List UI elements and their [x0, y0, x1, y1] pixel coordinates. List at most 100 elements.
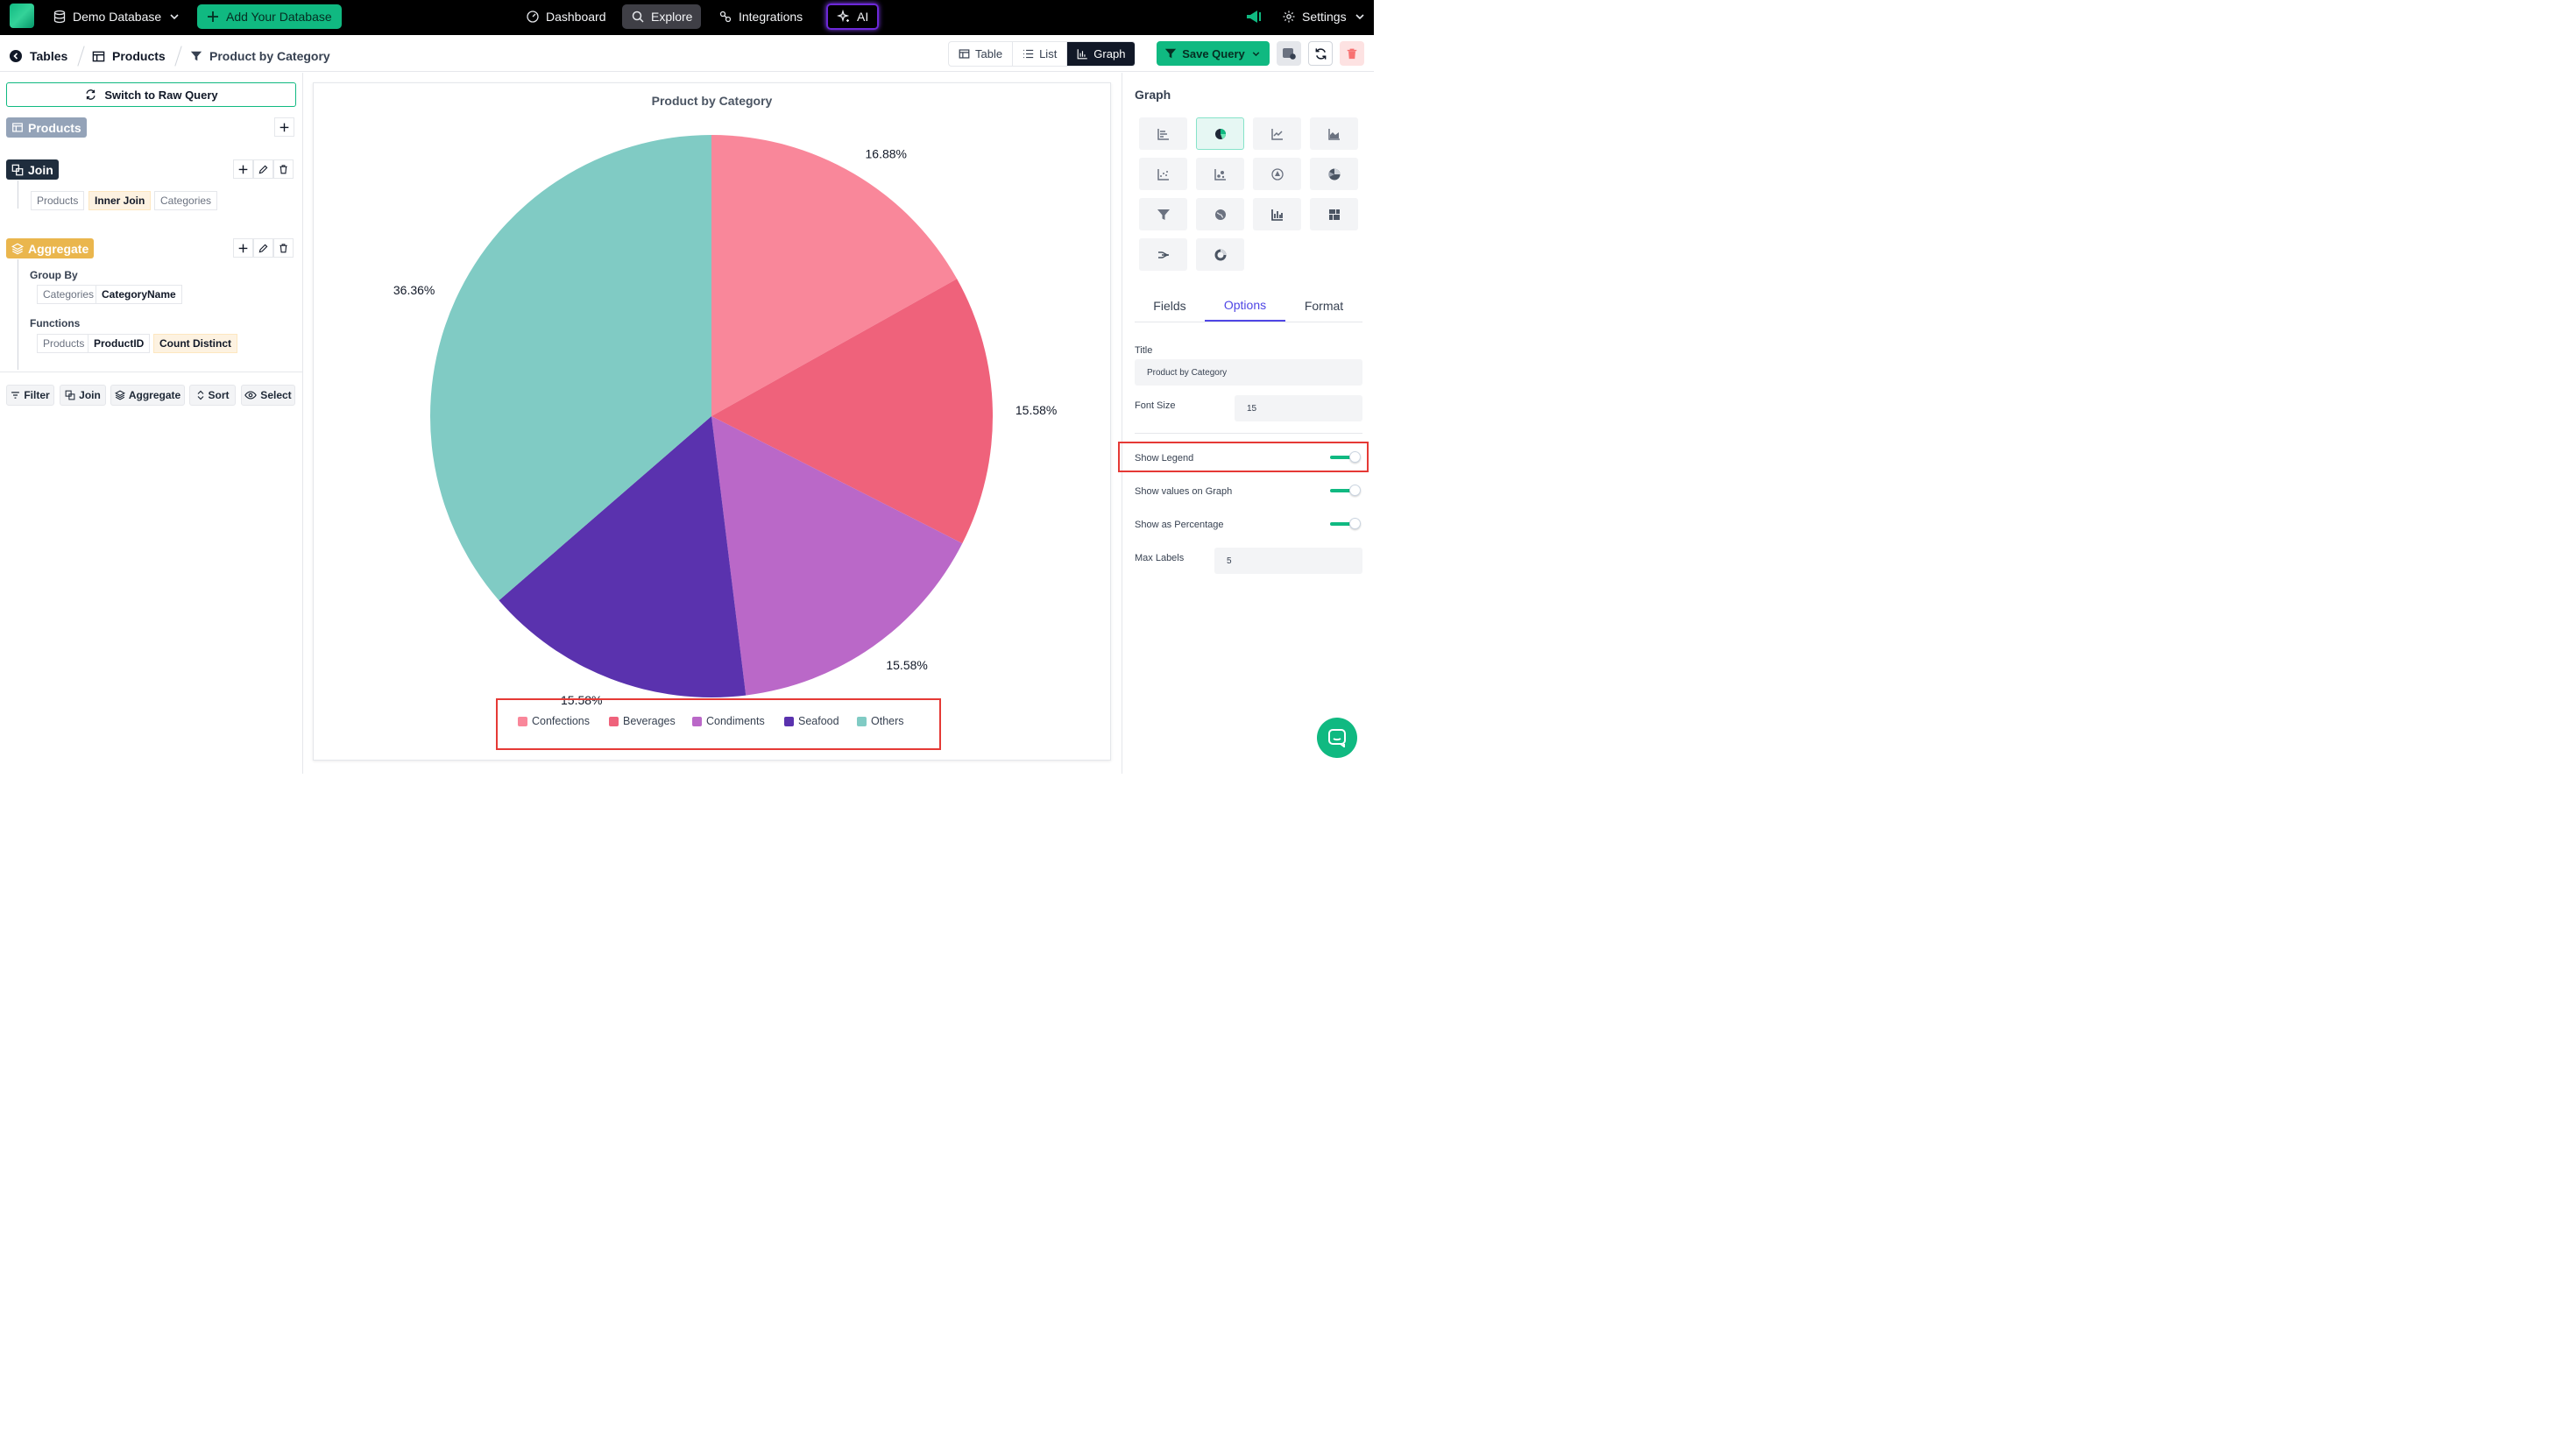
pie-slice-others[interactable] [429, 134, 711, 601]
join-delete-button[interactable] [272, 159, 294, 179]
join-step-tag[interactable]: Join [5, 159, 59, 180]
breadcrumb-tables[interactable]: Tables [9, 46, 67, 67]
source-table-tag[interactable]: Products [5, 117, 87, 138]
add-join-label: Join [79, 388, 101, 401]
nav-dashboard[interactable]: Dashboard [517, 4, 614, 29]
view-table-button[interactable]: Table [949, 41, 1014, 66]
add-step-button[interactable] [273, 117, 294, 137]
aggregate-add-button[interactable] [232, 237, 253, 258]
legend-item-seafood[interactable]: Seafood [783, 715, 839, 727]
graph-type-funnel[interactable] [1138, 197, 1187, 230]
tab-options[interactable]: Options [1204, 290, 1285, 322]
legend-item-condiments[interactable]: Condiments [691, 715, 765, 727]
legend-item-beverages[interactable]: Beverages [608, 715, 676, 727]
graph-type-map[interactable] [1195, 197, 1244, 230]
view-list-button[interactable]: List [1013, 41, 1068, 66]
aggregate-step-label: Aggregate [27, 241, 89, 256]
graph-type-area[interactable] [1309, 117, 1358, 150]
nav-integrations-label: Integrations [738, 9, 803, 24]
view-graph-button[interactable]: Graph [1067, 41, 1136, 66]
delete-query-button[interactable] [1339, 40, 1364, 66]
add-join-button[interactable]: Join [59, 384, 106, 406]
chevron-down-icon [1355, 14, 1364, 20]
graph-type-bar-horizontal[interactable] [1138, 117, 1187, 150]
database-settings-button[interactable] [1276, 40, 1301, 66]
breadcrumb-query: Product by Category [190, 46, 330, 67]
switch-raw-query-button[interactable]: Switch to Raw Query [5, 81, 296, 107]
nav-ai[interactable]: AI [825, 3, 880, 30]
graph-type-bubble[interactable] [1195, 157, 1244, 190]
legend-label: Confections [531, 714, 591, 727]
breadcrumb-products[interactable]: Products [92, 46, 166, 67]
query-builder-panel: Switch to Raw Query Products Join Produc… [0, 72, 303, 774]
join-type[interactable]: Inner Join [88, 190, 152, 210]
join-add-button[interactable] [232, 159, 253, 179]
chat-support-button[interactable] [1316, 717, 1357, 758]
show-percentage-toggle[interactable] [1329, 517, 1362, 530]
font-size-input[interactable]: 15 [1234, 394, 1362, 421]
join-edit-button[interactable] [252, 159, 273, 179]
app-logo[interactable] [9, 3, 34, 28]
bar-vertical-chart-icon [1270, 209, 1283, 221]
title-input[interactable]: Product by Category [1134, 358, 1362, 386]
show-values-toggle[interactable] [1329, 484, 1362, 497]
legend-item-others[interactable]: Others [856, 715, 904, 727]
add-sort-label: Sort [208, 388, 230, 401]
function-table[interactable]: Products [36, 333, 91, 353]
show-legend-toggle[interactable] [1329, 450, 1362, 464]
max-labels-input[interactable]: 5 [1214, 547, 1362, 574]
save-query-button[interactable]: Save Query [1156, 40, 1270, 66]
legend-item-confections[interactable]: Confections [517, 714, 591, 727]
join-right-table[interactable]: Categories [153, 190, 218, 210]
add-database-button[interactable]: Add Your Database [196, 4, 342, 29]
database-selector[interactable]: Demo Database [44, 4, 190, 29]
join-step-label: Join [27, 162, 53, 177]
refresh-button[interactable] [1307, 40, 1333, 66]
plus-icon [238, 165, 248, 173]
graph-type-pie-3d[interactable] [1309, 157, 1358, 190]
pie-slice-beverages[interactable] [711, 279, 993, 544]
group-by-column[interactable]: CategoryName [95, 284, 182, 304]
announcement-icon[interactable] [1245, 10, 1263, 24]
graph-type-sankey[interactable] [1138, 237, 1187, 271]
group-by-table[interactable]: Categories [36, 284, 101, 304]
join-left-table[interactable]: Products [30, 190, 85, 210]
graph-type-treemap[interactable] [1309, 197, 1358, 230]
graph-type-scatter[interactable] [1138, 157, 1187, 190]
add-filter-button[interactable]: Filter [5, 384, 54, 406]
graph-type-line[interactable] [1252, 117, 1301, 150]
nav-explore[interactable]: Explore [621, 4, 702, 29]
settings-menu[interactable]: Settings [1273, 4, 1374, 29]
aggregate-edit-button[interactable] [252, 237, 273, 258]
graph-type-bar-vertical[interactable] [1252, 197, 1301, 230]
show-values-label: Show values on Graph [1134, 485, 1233, 497]
add-select-button[interactable]: Select [240, 384, 295, 406]
pie-slice-confections[interactable] [711, 134, 958, 416]
function-type[interactable]: Count Distinct [152, 333, 237, 353]
show-legend-highlight-box [1117, 441, 1369, 472]
tab-fields[interactable]: Fields [1153, 298, 1186, 313]
nav-ai-label: AI [856, 9, 869, 24]
tab-format[interactable]: Format [1304, 298, 1344, 313]
graph-type-donut[interactable] [1195, 237, 1244, 271]
add-aggregate-button[interactable]: Aggregate [110, 384, 185, 406]
bar-horizontal-chart-icon [1157, 128, 1169, 140]
pencil-icon [258, 244, 268, 252]
list-icon [1023, 49, 1034, 59]
graph-type-pie[interactable] [1195, 117, 1244, 150]
function-column[interactable]: ProductID [87, 333, 151, 353]
chevron-down-icon [170, 14, 179, 20]
add-sort-button[interactable]: Sort [188, 384, 236, 406]
layers-icon [11, 243, 24, 254]
graph-type-radar[interactable] [1252, 157, 1301, 190]
database-name: Demo Database [72, 9, 162, 24]
chevron-down-icon [1252, 51, 1260, 56]
gear-icon [1283, 11, 1295, 23]
pie-slice-seafood[interactable] [499, 415, 747, 697]
legend-swatch [517, 716, 527, 726]
aggregate-delete-button[interactable] [272, 237, 294, 258]
nav-integrations[interactable]: Integrations [710, 4, 811, 29]
aggregate-step-tag[interactable]: Aggregate [5, 237, 95, 258]
pie-slice-condiments[interactable] [711, 415, 963, 696]
table-icon [959, 49, 970, 59]
